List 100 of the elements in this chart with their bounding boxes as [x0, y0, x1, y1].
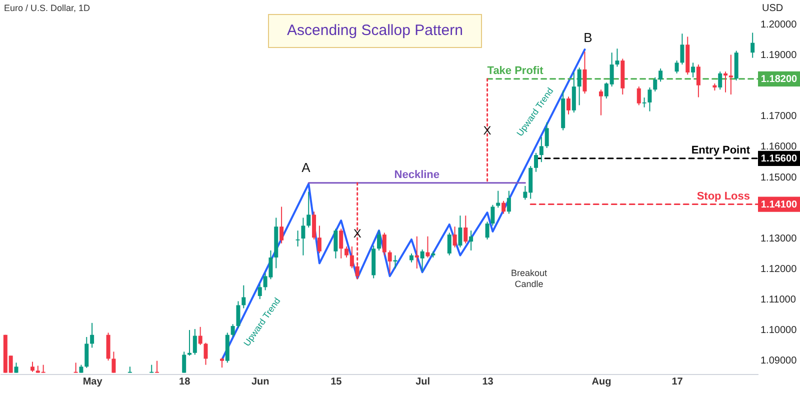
candlestick [317, 225, 322, 254]
x-tick-label: Aug [592, 376, 612, 388]
candlestick [691, 62, 696, 78]
x-tick-label: 17 [672, 376, 684, 388]
candlestick [204, 342, 208, 366]
candlestick [377, 230, 381, 251]
candlestick [155, 360, 160, 374]
series-label: Neckline [394, 168, 440, 181]
candlestick [653, 76, 658, 92]
candlestick [577, 67, 582, 106]
candlestick [339, 228, 344, 259]
candlestick [582, 51, 587, 94]
candlestick [490, 204, 495, 226]
candlestick [393, 254, 398, 269]
annotation: Breakout Candle [510, 268, 548, 289]
candlestick [242, 284, 246, 309]
candlestick [74, 362, 78, 374]
series-label: Stop Loss [696, 190, 750, 202]
candlestick [696, 64, 700, 98]
candlestick [344, 246, 349, 258]
candlestick [674, 60, 679, 74]
candlestick [506, 190, 511, 214]
x-tick-label: Jun [251, 376, 270, 388]
candlestick [414, 236, 419, 269]
candlestick [106, 332, 110, 362]
line-series [220, 48, 586, 361]
candlestick [447, 232, 452, 256]
candlestick [724, 71, 728, 93]
y-tick-label: 1.11000 [760, 294, 796, 306]
candlestick [469, 230, 474, 251]
y-tick-label: 1.10000 [760, 325, 798, 336]
y-tick-label: 1.20000 [760, 19, 798, 30]
candlestick [648, 86, 652, 112]
chart-subtitle: Euro / U.S. Dollar, 1D [4, 3, 90, 13]
candlestick [502, 200, 506, 214]
candlestick [636, 86, 641, 106]
candlestick [544, 122, 549, 149]
candlestick [296, 230, 300, 247]
candlestick [496, 190, 500, 208]
candlestick [230, 324, 235, 338]
text: Ascending Scallop Pattern [268, 14, 482, 48]
annotation: B [584, 30, 592, 45]
candlestick [220, 357, 224, 368]
candlestick [485, 221, 490, 240]
x-tick-label: 18 [179, 376, 191, 388]
candlestick [642, 97, 646, 108]
candlestick [464, 215, 468, 244]
candlestick [301, 217, 306, 256]
candlestick [112, 351, 116, 374]
y-tick-label: 1.12000 [760, 264, 798, 275]
candlestick [420, 249, 424, 272]
candlestick [728, 54, 733, 95]
candlestick [452, 226, 457, 248]
candlestick [334, 228, 338, 259]
candlestick [236, 300, 240, 329]
candlestick [30, 361, 34, 372]
y-tick-label: 1.16000 [760, 142, 798, 153]
candlestick [128, 366, 132, 374]
candlestick [426, 236, 430, 258]
candlestick [718, 71, 722, 90]
annotation: X [353, 226, 362, 241]
annotation: 1.14100 [760, 199, 798, 210]
candlestick [534, 152, 538, 172]
candlestick [90, 322, 94, 348]
annotation: 1.18200 [760, 74, 798, 85]
candlestick [182, 351, 186, 374]
y-tick-label: 1.19000 [760, 50, 798, 61]
candlestick [382, 232, 386, 256]
candlestick [615, 48, 620, 68]
x-tick-label: 15 [330, 376, 342, 388]
candlestick [572, 72, 576, 114]
candlestick [84, 336, 89, 368]
candlestick [312, 211, 316, 240]
candlestick [258, 284, 262, 300]
series-label: Entry Point [691, 144, 750, 156]
y-tick-label: 1.09000 [760, 356, 798, 367]
candlestick [680, 33, 684, 66]
candlestick [539, 136, 544, 163]
candlestick [14, 362, 18, 374]
annotation: A [302, 160, 311, 175]
y-tick-label: 1.13000 [760, 233, 798, 244]
candlestick [598, 89, 603, 116]
candlestick [280, 206, 284, 244]
annotation: X [483, 123, 492, 138]
candlestick [306, 191, 311, 228]
x-tick-label: Jul [416, 376, 430, 388]
series-label: Take Profit [487, 64, 544, 77]
candlestick [566, 96, 570, 115]
y-axis-title: USD [762, 3, 784, 14]
x-tick-label: May [82, 376, 103, 388]
candlestick [750, 32, 755, 58]
candlestick [458, 215, 462, 248]
x-tick-label: 13 [482, 376, 494, 388]
candlestick [388, 250, 392, 274]
candlestick [198, 326, 202, 346]
candlestick [192, 328, 197, 356]
annotation: 1.15600 [760, 153, 798, 164]
candlestick [658, 68, 663, 82]
candlestick [350, 246, 354, 269]
y-tick-label: 1.17000 [760, 111, 798, 122]
